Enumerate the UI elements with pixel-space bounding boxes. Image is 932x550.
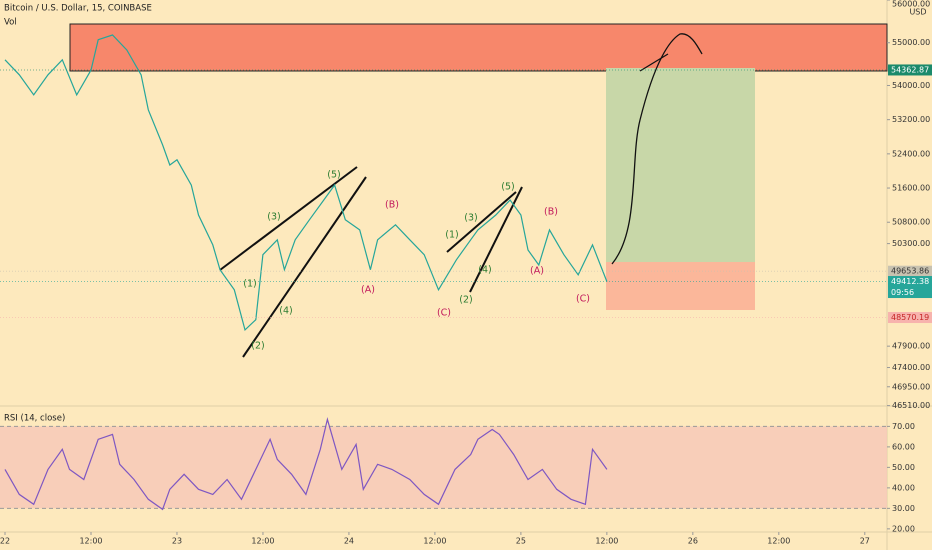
price-label: 54362.87 [891,65,929,74]
y-tick-label: 54000.00 [892,81,930,90]
y-tick-label: 56000.00 [892,0,930,9]
chart-title: Bitcoin / U.S. Dollar, 15, COINBASE [4,4,152,14]
x-tick-label: 12:00 [79,537,102,546]
wave-label: (2) [251,341,264,352]
price-label: 48570.19 [891,313,929,322]
wave-label: (5) [327,170,340,181]
y-tick-label: 50300.00 [892,239,930,248]
wave-label: (1) [243,279,256,290]
axis-unit: USD [909,8,926,17]
x-tick-label: 23 [172,537,182,546]
price-label: 49653.86 [891,267,929,276]
x-tick-label: 12:00 [251,537,274,546]
wave-label: (A) [361,285,375,296]
wave-label: (B) [385,200,399,211]
x-tick-label: 12:00 [423,537,446,546]
series-line [4,34,608,332]
wave-label: (3) [267,212,280,223]
wave-label: (5) [501,182,514,193]
x-tick-label: 12:00 [767,537,790,546]
countdown: 09:56 [891,288,914,297]
wave-label: (4) [279,306,292,317]
y-tick-label: 50800.00 [892,218,930,227]
projection-arrow [611,33,703,265]
trend-line [446,191,517,253]
y-tick-label: 51600.00 [892,184,930,193]
x-tick-label: 25 [516,537,526,546]
x-tick-label: 26 [688,537,698,546]
y-tick-label: 40.00 [892,483,915,492]
y-tick-label: 46950.00 [892,382,930,391]
y-tick-label: 30.00 [892,504,915,513]
series-line [4,417,608,511]
wave-label: (C) [437,308,451,319]
price-label-box [888,64,932,76]
resistance-zone [69,23,888,72]
price-label-box [888,312,932,324]
rsi-title: RSI (14, close) [4,414,65,424]
y-tick-label: 55000.00 [892,38,930,47]
stop-zone [606,262,755,310]
y-tick-label: 47400.00 [892,363,930,372]
projection-arrow [639,53,669,72]
x-tick-label: 24 [344,537,354,546]
y-tick-label: 46510.00 [892,401,930,410]
trend-line [219,166,358,271]
y-tick-label: 60.00 [892,442,915,451]
x-tick-label: 12:00 [595,537,618,546]
price-label-box [888,276,932,299]
wave-label: (B) [544,207,558,218]
wave-label: (A) [530,266,544,277]
trend-line [242,176,367,358]
y-tick-label: 70.00 [892,422,915,431]
volume-label: Vol [4,18,17,28]
price-label: 49412.38 [891,277,929,286]
wave-label: (1) [445,230,458,241]
y-tick-label: 20.00 [892,524,915,533]
wave-label: (3) [464,213,477,224]
wave-label: (4) [478,265,491,276]
target-zone [606,68,755,262]
y-tick-label: 47900.00 [892,342,930,351]
wave-label: (2) [459,295,472,306]
y-tick-label: 50.00 [892,463,915,472]
y-tick-label: 52400.00 [892,149,930,158]
rsi-band [0,426,887,509]
wave-label: (C) [576,294,590,305]
x-tick-label: 22 [0,537,10,546]
x-tick-label: 27 [860,537,870,546]
price-label-box [888,265,932,277]
y-tick-label: 53200.00 [892,115,930,124]
